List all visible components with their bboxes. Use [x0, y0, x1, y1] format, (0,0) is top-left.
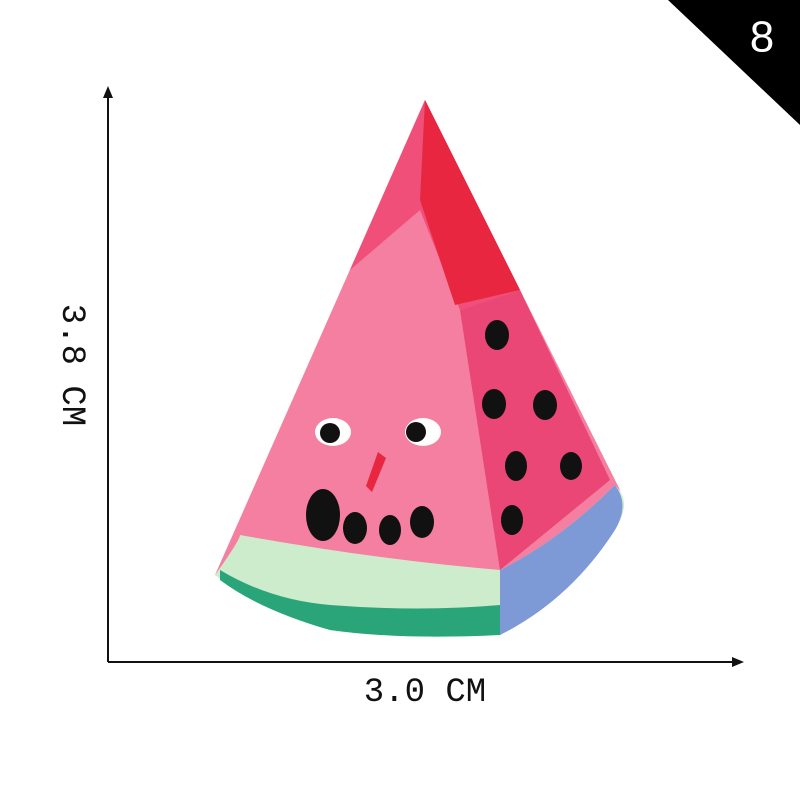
- flesh-right: [460, 290, 610, 570]
- rind-blue: [500, 485, 623, 635]
- badge-number: 8: [750, 13, 774, 62]
- height-label: 3.8 CM: [52, 304, 90, 426]
- corner-badge: [668, 0, 800, 125]
- flesh-red: [420, 100, 520, 305]
- watermelon-patch: [215, 100, 624, 637]
- height-arrow: [103, 86, 113, 98]
- width-arrow: [732, 657, 744, 667]
- face: [306, 418, 441, 545]
- width-label: 3.0 CM: [364, 674, 486, 712]
- seeds: [482, 320, 582, 535]
